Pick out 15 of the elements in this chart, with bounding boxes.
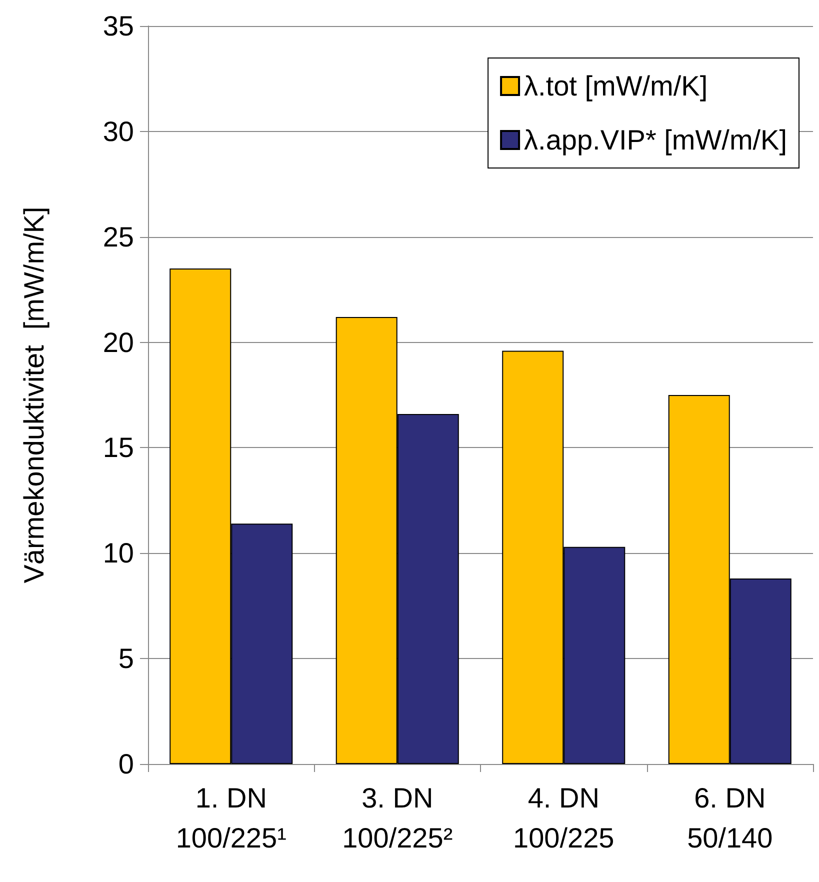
y-tick-label: 0 <box>118 748 134 780</box>
legend-label: λ.app.VIP* [mW/m/K] <box>524 124 787 156</box>
y-tick-label: 30 <box>102 116 134 147</box>
y-tick-label: 25 <box>102 221 134 252</box>
y-tick-label: 10 <box>102 538 134 569</box>
y-tick-label: 20 <box>102 326 134 358</box>
y-tick-label: 5 <box>118 643 134 674</box>
y-axis-title: Värmekonduktivitet [mW/m/K] <box>18 206 50 584</box>
x-tick-label: 4. DN 100/225 <box>513 782 614 854</box>
x-tick-label: 1. DN 100/225¹ <box>176 782 286 854</box>
legend-label: λ.tot [mW/m/K] <box>524 70 708 102</box>
x-tick-label: 6. DN 50/140 <box>687 782 773 854</box>
x-tick-label: 3. DN 100/225² <box>342 782 453 854</box>
y-tick-label: 35 <box>102 10 134 42</box>
y-tick-label: 15 <box>102 432 134 464</box>
